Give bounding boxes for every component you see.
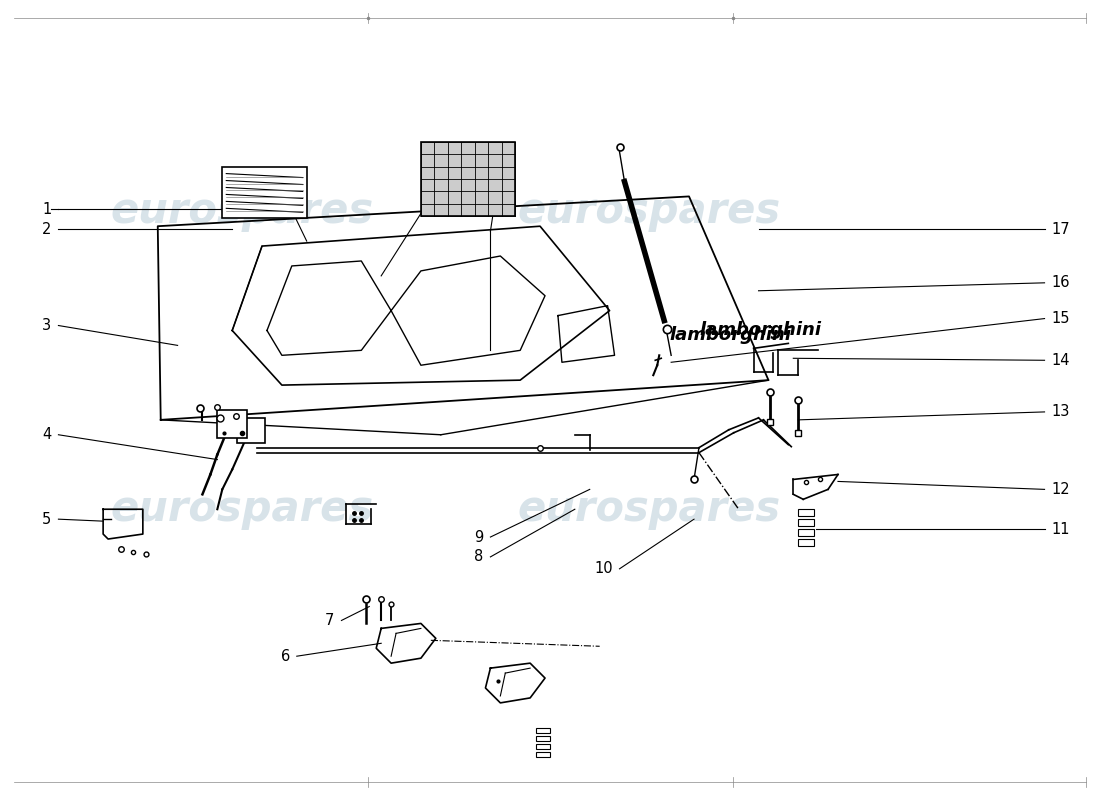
Text: 1: 1 — [42, 202, 52, 217]
Text: 6: 6 — [280, 649, 289, 664]
Text: 5: 5 — [42, 512, 52, 526]
Text: 4: 4 — [42, 427, 52, 442]
Bar — [222, 166, 307, 218]
Bar — [421, 142, 515, 216]
Text: 12: 12 — [1052, 482, 1070, 497]
Text: eurospares: eurospares — [518, 488, 781, 530]
Text: 16: 16 — [1052, 275, 1070, 290]
Text: 10: 10 — [594, 562, 613, 576]
Bar — [799, 529, 814, 536]
Bar — [218, 410, 248, 438]
Text: 14: 14 — [1052, 353, 1070, 368]
Bar — [799, 539, 814, 546]
Text: 7: 7 — [326, 613, 334, 628]
Text: 11: 11 — [1052, 522, 1070, 537]
Text: eurospares: eurospares — [111, 488, 374, 530]
Text: 17: 17 — [1052, 222, 1070, 237]
Bar — [799, 510, 814, 516]
Text: 8: 8 — [474, 550, 484, 565]
Bar — [536, 751, 550, 757]
Text: 13: 13 — [1052, 405, 1070, 419]
Text: 3: 3 — [43, 318, 52, 333]
Text: 15: 15 — [1052, 311, 1070, 326]
Bar — [238, 418, 265, 442]
Bar — [536, 736, 550, 741]
Text: lamborghini: lamborghini — [698, 322, 821, 339]
Text: eurospares: eurospares — [111, 190, 374, 232]
Text: lamborghini: lamborghini — [669, 326, 791, 345]
Bar — [536, 728, 550, 733]
Bar — [536, 743, 550, 749]
Text: 2: 2 — [42, 222, 52, 237]
Text: eurospares: eurospares — [518, 190, 781, 232]
Text: 9: 9 — [474, 530, 484, 545]
Bar — [799, 519, 814, 526]
